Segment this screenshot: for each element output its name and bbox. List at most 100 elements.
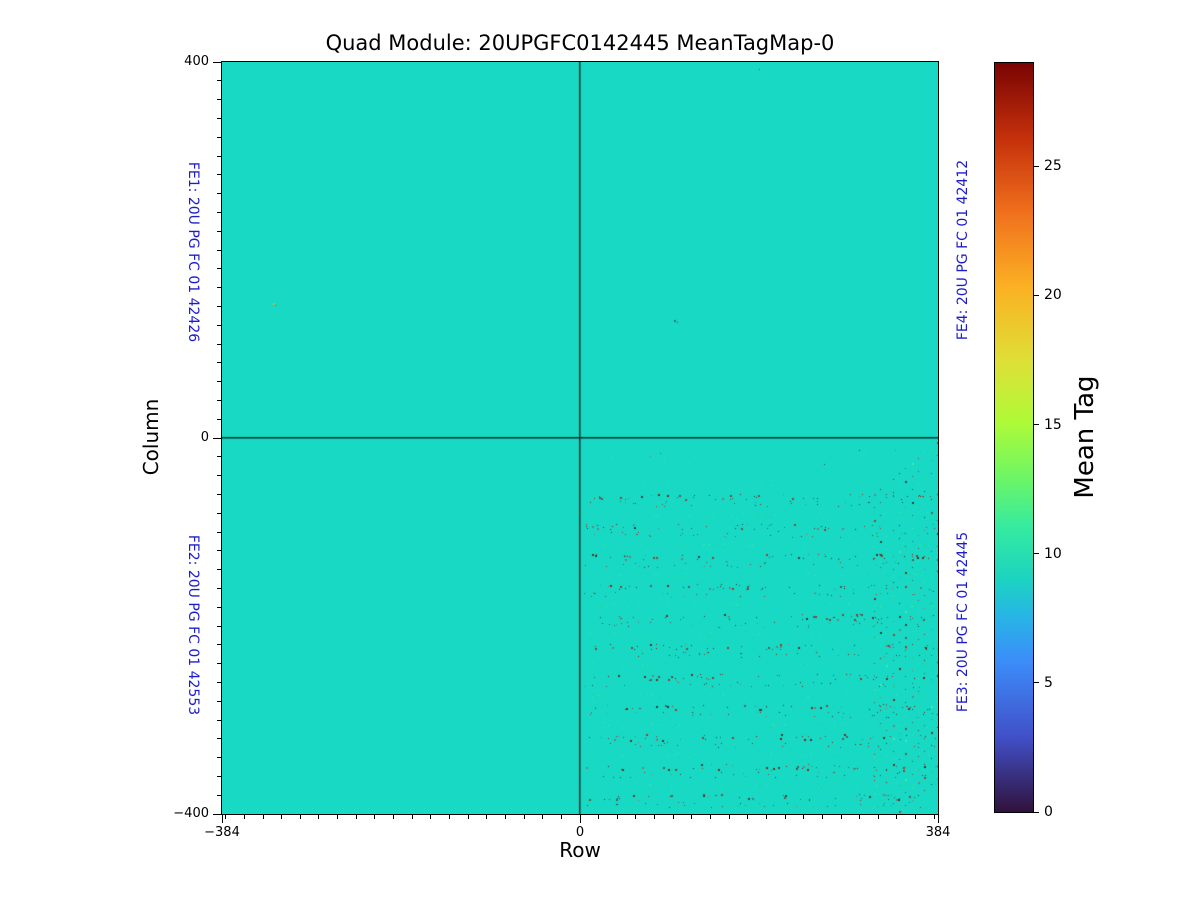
- colorbar-tick: [1034, 165, 1039, 167]
- y-minor-tick: [217, 381, 221, 383]
- x-minor-tick: [243, 815, 245, 819]
- x-minor-tick: [654, 815, 656, 819]
- y-minor-tick: [217, 719, 221, 721]
- y-minor-tick: [217, 475, 221, 477]
- x-minor-tick: [430, 815, 432, 819]
- x-minor-tick: [896, 815, 898, 819]
- x-minor-tick: [299, 815, 301, 819]
- y-minor-tick: [217, 211, 221, 213]
- y-minor-tick: [217, 512, 221, 514]
- colorbar-tick: [1034, 294, 1039, 296]
- y-minor-tick: [217, 550, 221, 552]
- x-minor-tick: [691, 815, 693, 819]
- x-minor-tick: [542, 815, 544, 819]
- y-minor-tick: [217, 136, 221, 138]
- y-tick-label: 0: [200, 430, 209, 445]
- x-minor-tick: [523, 815, 525, 819]
- x-minor-tick: [393, 815, 395, 819]
- y-minor-tick: [217, 418, 221, 420]
- colorbar-label: Mean Tag: [1070, 375, 1100, 499]
- x-minor-tick: [355, 815, 357, 819]
- y-tick-label: −400: [173, 806, 209, 821]
- colorbar-tick-label: 25: [1044, 158, 1062, 175]
- y-minor-tick: [217, 287, 221, 289]
- y-major-tick: [213, 61, 221, 63]
- x-major-tick: [937, 815, 939, 823]
- y-minor-tick: [217, 663, 221, 665]
- y-minor-tick: [217, 362, 221, 364]
- fe3-chip-label: FE3: 20U PG FC 01 42445: [955, 531, 971, 713]
- y-minor-tick: [217, 174, 221, 176]
- y-minor-tick: [217, 305, 221, 307]
- x-minor-tick: [262, 815, 264, 819]
- y-minor-tick: [217, 80, 221, 82]
- x-minor-tick: [225, 815, 227, 819]
- colorbar-tick-label: 5: [1044, 674, 1053, 691]
- x-minor-tick: [672, 815, 674, 819]
- x-minor-tick: [765, 815, 767, 819]
- colorbar-tick: [1034, 682, 1039, 684]
- y-minor-tick: [217, 738, 221, 740]
- y-minor-tick: [217, 493, 221, 495]
- y-minor-tick: [217, 681, 221, 683]
- y-minor-tick: [217, 569, 221, 571]
- colorbar: [994, 62, 1034, 813]
- y-minor-tick: [217, 794, 221, 796]
- y-minor-tick: [217, 193, 221, 195]
- x-minor-tick: [915, 815, 917, 819]
- y-minor-tick: [217, 531, 221, 533]
- x-minor-tick: [821, 815, 823, 819]
- y-minor-tick: [217, 155, 221, 157]
- x-axis-label: Row: [559, 838, 601, 862]
- y-minor-tick: [217, 343, 221, 345]
- colorbar-tick: [1034, 424, 1039, 426]
- y-minor-tick: [217, 456, 221, 458]
- x-minor-tick: [877, 815, 879, 819]
- colorbar-tick-label: 0: [1044, 804, 1053, 820]
- x-minor-tick: [933, 815, 935, 819]
- x-tick-label: 0: [575, 825, 585, 840]
- colorbar-tick-label: 20: [1044, 287, 1062, 304]
- heatmap-canvas: [222, 62, 938, 814]
- y-minor-tick: [217, 606, 221, 608]
- x-minor-tick: [467, 815, 469, 819]
- y-axis-label: Column: [139, 398, 163, 476]
- y-major-tick: [213, 437, 221, 439]
- x-minor-tick: [281, 815, 283, 819]
- y-minor-tick: [217, 324, 221, 326]
- x-minor-tick: [728, 815, 730, 819]
- y-minor-tick: [217, 399, 221, 401]
- x-minor-tick: [859, 815, 861, 819]
- y-minor-tick: [217, 775, 221, 777]
- fe4-chip-label: FE4: 20U PG FC 01 42412: [955, 159, 971, 341]
- y-minor-tick: [217, 99, 221, 101]
- x-minor-tick: [635, 815, 637, 819]
- x-tick-label: 384: [925, 825, 951, 840]
- fe2-chip-label: FE2: 20U PG FC 01 42553: [185, 534, 201, 716]
- x-minor-tick: [710, 815, 712, 819]
- y-minor-tick: [217, 117, 221, 119]
- y-minor-tick: [217, 230, 221, 232]
- fe1-chip-label: FE1: 20U PG FC 01 42426: [185, 161, 201, 343]
- x-minor-tick: [486, 815, 488, 819]
- x-minor-tick: [784, 815, 786, 819]
- colorbar-tick: [1034, 811, 1039, 813]
- x-major-tick: [579, 815, 581, 823]
- y-minor-tick: [217, 625, 221, 627]
- colorbar-tick-label: 10: [1044, 545, 1062, 562]
- colorbar-gradient: [995, 63, 1033, 812]
- x-minor-tick: [616, 815, 618, 819]
- y-minor-tick: [217, 644, 221, 646]
- x-minor-tick: [747, 815, 749, 819]
- y-minor-tick: [217, 757, 221, 759]
- plot-area: [221, 61, 939, 815]
- x-minor-tick: [504, 815, 506, 819]
- x-major-tick: [221, 815, 223, 823]
- x-minor-tick: [374, 815, 376, 819]
- y-tick-label: 400: [184, 54, 209, 69]
- x-minor-tick: [560, 815, 562, 819]
- y-minor-tick: [217, 587, 221, 589]
- colorbar-tick: [1034, 553, 1039, 555]
- colorbar-tick-label: 15: [1044, 416, 1062, 433]
